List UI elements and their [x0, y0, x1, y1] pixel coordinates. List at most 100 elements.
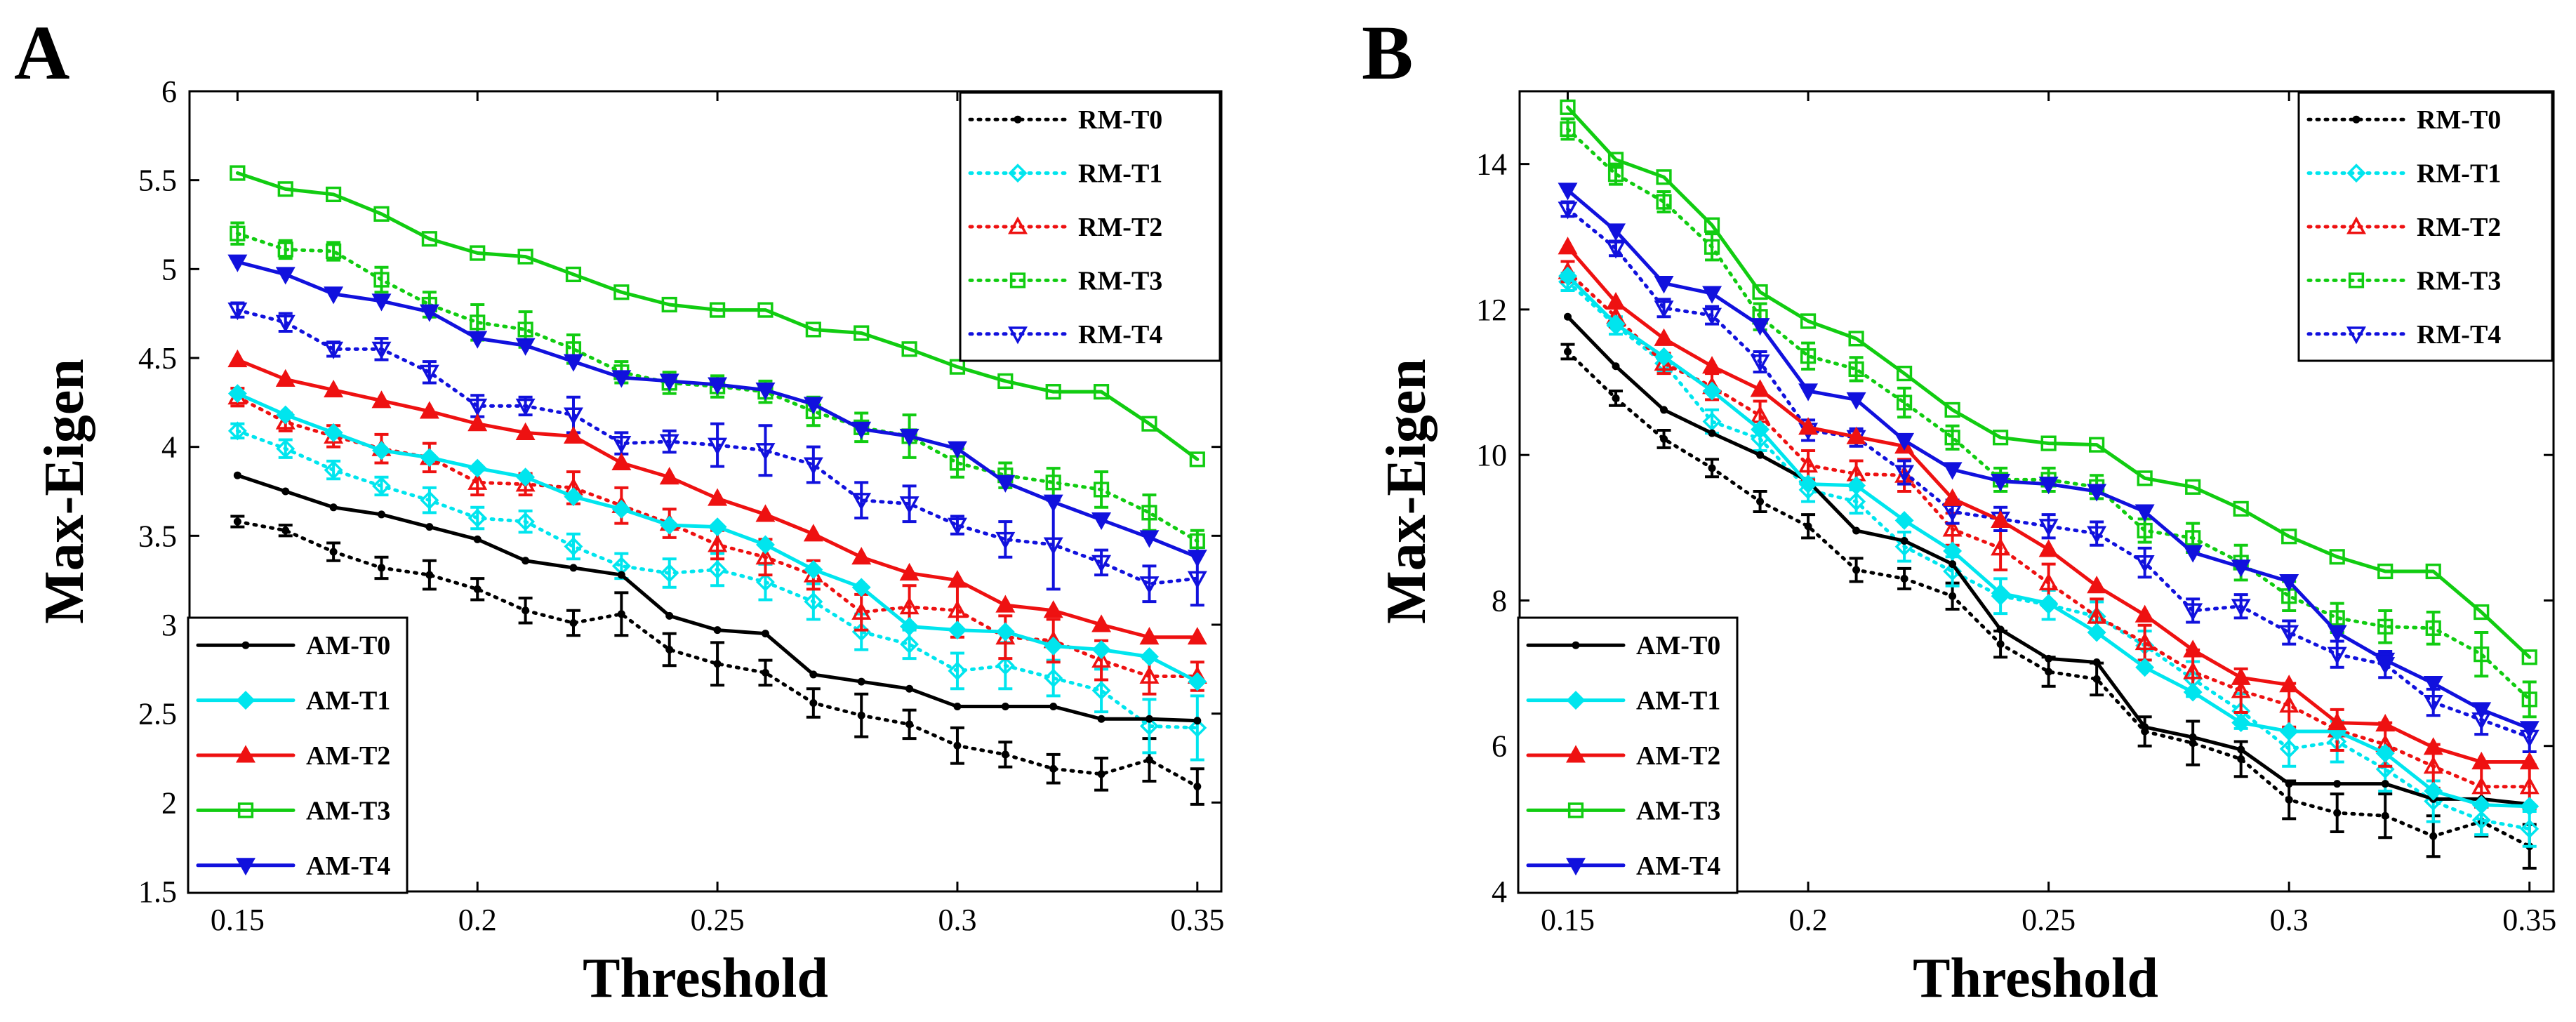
legend-label: AM-T3 [1636, 796, 1720, 825]
data-point [371, 341, 392, 359]
error-bar [1945, 424, 1960, 451]
data-point [227, 421, 247, 441]
data-point [1145, 756, 1153, 764]
data-point [425, 523, 434, 531]
legend-label: RM-T3 [1078, 266, 1162, 296]
series-rm-t0 [230, 515, 1204, 806]
data-point [2381, 780, 2389, 788]
data-point [713, 626, 722, 635]
error-bar [1094, 470, 1109, 509]
data-point [470, 245, 486, 261]
data-point [708, 488, 728, 506]
data-point [1702, 286, 1722, 304]
data-point [467, 331, 488, 349]
series-am-t1 [227, 384, 1207, 691]
data-point [995, 656, 1015, 675]
data-point [948, 620, 967, 640]
data-point [2279, 675, 2299, 693]
data-point [1049, 703, 1058, 711]
data-point [516, 512, 536, 531]
data-point [2425, 563, 2441, 580]
x-tick-label: 0.2 [1789, 903, 1828, 937]
error-bar [1897, 531, 1912, 563]
data-point [522, 557, 530, 565]
data-point [755, 572, 775, 592]
data-point [659, 434, 679, 452]
y-tick-label: 8 [1492, 583, 1507, 618]
data-point [995, 531, 1016, 550]
data-point [1189, 451, 1205, 467]
data-point [564, 354, 583, 372]
data-point [2377, 618, 2394, 635]
data-point [1798, 383, 1819, 401]
data-point [515, 398, 536, 417]
error-bar [2474, 631, 2489, 678]
data-point [905, 720, 914, 729]
y-axis-title: Max-Eigen [34, 359, 95, 624]
data-point [516, 467, 536, 487]
legend-swatch-marker [2346, 164, 2366, 183]
data-point [324, 286, 344, 305]
data-point [2285, 780, 2293, 788]
data-point [857, 677, 865, 686]
legend-label: RM-T4 [2417, 320, 2501, 350]
data-point [755, 383, 776, 401]
data-point [2087, 623, 2106, 642]
data-point [2329, 610, 2345, 626]
data-point [2183, 603, 2203, 621]
data-point [1708, 429, 1716, 437]
data-point [665, 611, 674, 620]
data-point [371, 390, 392, 409]
data-point [277, 181, 293, 197]
data-point [1139, 576, 1160, 595]
data-point [1751, 420, 1770, 439]
data-point [1991, 473, 2011, 492]
data-point [659, 373, 679, 392]
data-point [1944, 430, 1960, 446]
data-point [1798, 455, 1819, 473]
data-point [1704, 239, 1720, 255]
data-point [329, 503, 338, 512]
data-point [467, 458, 487, 478]
error-bar [230, 422, 245, 439]
data-point [420, 491, 439, 510]
data-point [473, 585, 482, 593]
data-point [2425, 620, 2441, 636]
data-point [569, 618, 578, 627]
data-point [757, 302, 774, 318]
legend-swatch-marker [1572, 641, 1580, 649]
x-tick-label: 0.25 [691, 903, 745, 937]
data-point [1091, 681, 1111, 701]
error-bar [950, 651, 964, 691]
data-point [851, 547, 872, 565]
data-point [1001, 703, 1009, 711]
data-point [755, 535, 775, 555]
data-point [326, 243, 342, 260]
series-line-rm-t0 [235, 519, 1200, 789]
legend-swatch-marker [237, 802, 254, 818]
series-line-rm-t1 [1566, 280, 2532, 831]
data-point [2279, 722, 2299, 741]
data-point [1606, 314, 1626, 334]
panel-letter: A [14, 10, 69, 95]
legend-label: AM-T1 [306, 686, 390, 716]
data-point [275, 267, 296, 285]
data-point [467, 398, 488, 417]
data-point [372, 476, 391, 496]
data-point [522, 606, 530, 615]
data-point [1654, 276, 1674, 294]
data-point [2087, 484, 2107, 502]
data-point [515, 422, 536, 440]
data-point [1139, 665, 1160, 684]
data-point [997, 373, 1014, 390]
data-point [1045, 384, 1061, 400]
data-point [371, 293, 392, 312]
y-tick-label: 4 [1492, 875, 1507, 909]
error-bar [374, 265, 389, 294]
data-point [2183, 545, 2203, 563]
data-point [373, 272, 390, 288]
data-point [900, 635, 919, 654]
data-point [1848, 361, 1864, 377]
data-point [755, 443, 776, 461]
legend-swatch-marker [1008, 216, 1028, 234]
